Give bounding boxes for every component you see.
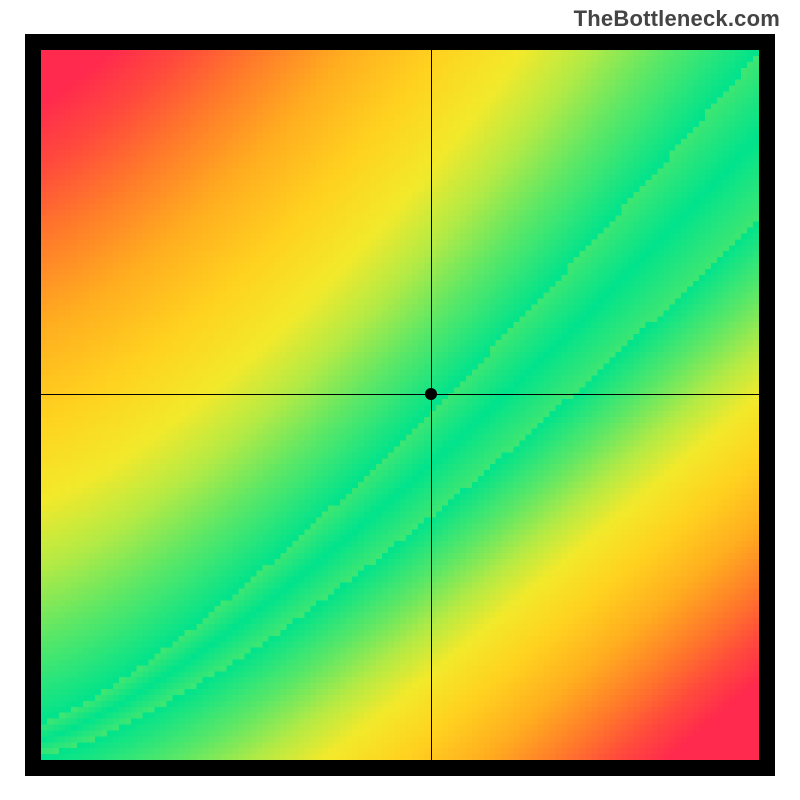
watermark-text: TheBottleneck.com: [574, 6, 780, 32]
chart-container: TheBottleneck.com: [0, 0, 800, 800]
crosshair-vertical: [431, 50, 432, 760]
crosshair-horizontal: [41, 394, 759, 395]
plot-border: [25, 34, 775, 776]
